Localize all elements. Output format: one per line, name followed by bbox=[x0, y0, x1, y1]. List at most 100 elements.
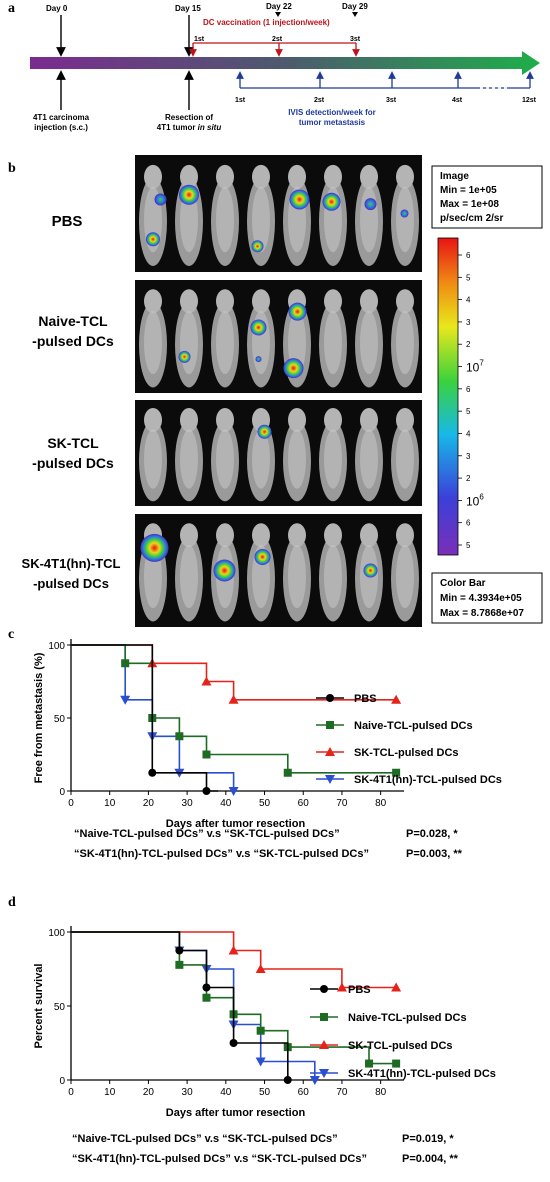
data-point bbox=[202, 983, 211, 992]
image-info-line-2: Min = 1e+05 bbox=[440, 185, 497, 196]
vacc-tick-2: 2st bbox=[272, 36, 283, 43]
legend-label: SK-4T1(hn)-TCL-pulsed DCs bbox=[354, 774, 502, 786]
data-point bbox=[202, 993, 211, 1002]
injection-line1: 4T1 carcinoma bbox=[33, 113, 90, 122]
vaccination-label: DC vaccination (1 injection/week) bbox=[203, 18, 330, 27]
mouse-silhouette bbox=[319, 289, 347, 388]
bioluminescence-spot bbox=[179, 184, 199, 205]
mouse-silhouette bbox=[211, 408, 239, 502]
x-tick-label: 10 bbox=[104, 1087, 116, 1098]
legend-label: SK-4T1(hn)-TCL-pulsed DCs bbox=[348, 1068, 496, 1080]
series-line bbox=[71, 644, 397, 701]
y-tick-label: 100 bbox=[48, 641, 65, 652]
colorbar-tick-label: 107 bbox=[466, 359, 484, 375]
data-point bbox=[256, 1026, 265, 1035]
panel-c: c 0 10 20 30 40 50 60 70 80 0 50 100 Days after tumo… bbox=[8, 627, 502, 860]
injection-line2: injection (s.c.) bbox=[34, 123, 88, 132]
vacc-tick-3: 3st bbox=[350, 36, 361, 43]
mouse-silhouette bbox=[283, 408, 311, 502]
panel-d: d 0 10 20 30 40 50 60 70 80 0 50 100 Days after tumo… bbox=[8, 895, 496, 1165]
data-point bbox=[255, 964, 266, 973]
bioluminescence-spot bbox=[154, 193, 167, 206]
bioluminescence-spot bbox=[257, 424, 272, 439]
colorbar-info-line-3: Max = 8.7868e+07 bbox=[440, 608, 524, 619]
x-axis-label: Days after tumor resection bbox=[166, 818, 306, 830]
data-point bbox=[391, 982, 402, 992]
data-point bbox=[148, 768, 157, 777]
data-point bbox=[228, 694, 239, 704]
colorbar-info-line-2: Min = 4.3934e+05 bbox=[440, 593, 522, 604]
mouse-silhouette bbox=[391, 289, 419, 388]
mouse-silhouette bbox=[139, 289, 167, 388]
ivis-line1: IVIS detection/week for bbox=[288, 108, 376, 117]
legend-marker bbox=[319, 1069, 329, 1078]
mouse-silhouette bbox=[283, 523, 311, 622]
colorbar-info-box bbox=[431, 572, 543, 624]
data-point bbox=[365, 1059, 374, 1068]
legend-marker bbox=[326, 721, 334, 729]
group-label-pbs: PBS bbox=[52, 213, 83, 230]
data-point bbox=[255, 1057, 266, 1067]
x-tick-label: 30 bbox=[182, 798, 194, 809]
series-line bbox=[71, 644, 397, 774]
ivis-line2: tumor metastasis bbox=[299, 118, 366, 127]
x-tick-label: 80 bbox=[375, 1087, 387, 1098]
data-point bbox=[202, 787, 211, 795]
y-tick-label: 0 bbox=[59, 787, 65, 798]
stat-comparison: “Naive-TCL-pulsed DCs” v.s “SK-TCL-pulse… bbox=[72, 1133, 338, 1145]
legend-marker bbox=[320, 985, 328, 993]
data-point bbox=[175, 946, 184, 955]
timeline-arrow bbox=[30, 51, 540, 75]
mouse-silhouette bbox=[175, 408, 203, 502]
mouse-silhouette bbox=[355, 164, 383, 266]
x-tick-label: 0 bbox=[68, 1087, 74, 1098]
y-axis-label: Free from metastasis (%) bbox=[33, 652, 45, 783]
data-point bbox=[283, 768, 292, 777]
x-tick-label: 40 bbox=[220, 798, 232, 809]
mouse-silhouette bbox=[139, 408, 167, 502]
mouse-silhouette bbox=[247, 408, 275, 502]
stat-pvalue: P=0.028, * bbox=[406, 828, 458, 840]
data-point bbox=[120, 695, 131, 705]
x-tick-label: 40 bbox=[220, 1087, 232, 1098]
colorbar-tick-label: 3 bbox=[466, 318, 471, 327]
legend-marker bbox=[326, 694, 334, 702]
image-info-box bbox=[431, 165, 543, 229]
ivis-image-panels bbox=[135, 155, 422, 627]
y-axis-label: Percent survival bbox=[33, 964, 45, 1049]
ivis-tick-12: 12st bbox=[522, 97, 537, 104]
mouse-silhouette bbox=[175, 523, 203, 622]
legend-marker bbox=[325, 775, 335, 784]
colorbar-ticks: 6 5 4 3 2 107 6 5 4 3 2 106 6 5 bbox=[458, 251, 484, 550]
series-line bbox=[71, 644, 219, 792]
mouse-silhouette bbox=[211, 289, 239, 388]
x-tick-label: 50 bbox=[259, 1087, 271, 1098]
bioluminescence-spot bbox=[283, 358, 304, 379]
colorbar-tick-label: 4 bbox=[466, 296, 471, 305]
panel-d-label: d bbox=[8, 895, 16, 910]
data-point bbox=[121, 659, 130, 668]
colorbar-tick-label: 6 bbox=[466, 385, 471, 394]
day29-marker bbox=[352, 12, 358, 17]
legend-marker bbox=[319, 1040, 329, 1049]
colorbar-tick-label: 3 bbox=[466, 452, 471, 461]
bioluminescence-spot bbox=[251, 240, 264, 253]
x-tick-label: 30 bbox=[182, 1087, 194, 1098]
y-tick-label: 50 bbox=[54, 1002, 66, 1013]
legend-marker bbox=[325, 747, 335, 756]
colorbar bbox=[437, 237, 459, 556]
image-info-line-3: Max = 1e+08 bbox=[440, 199, 499, 210]
bioluminescence-spot bbox=[255, 356, 262, 363]
x-tick-label: 60 bbox=[298, 1087, 310, 1098]
colorbar-tick-label: 2 bbox=[466, 474, 471, 483]
ivis-tick-3: 3st bbox=[386, 97, 397, 104]
colorbar-tick-label: 5 bbox=[466, 407, 471, 416]
data-point bbox=[229, 1039, 238, 1047]
bioluminescence-spot bbox=[363, 563, 378, 578]
bioluminescence-spot bbox=[254, 548, 271, 565]
colorbar-info-line-1: Color Bar bbox=[440, 578, 486, 589]
data-point bbox=[392, 768, 401, 777]
bioluminescence-spot bbox=[364, 198, 377, 211]
x-axis-label: Days after tumor resection bbox=[166, 1107, 306, 1119]
